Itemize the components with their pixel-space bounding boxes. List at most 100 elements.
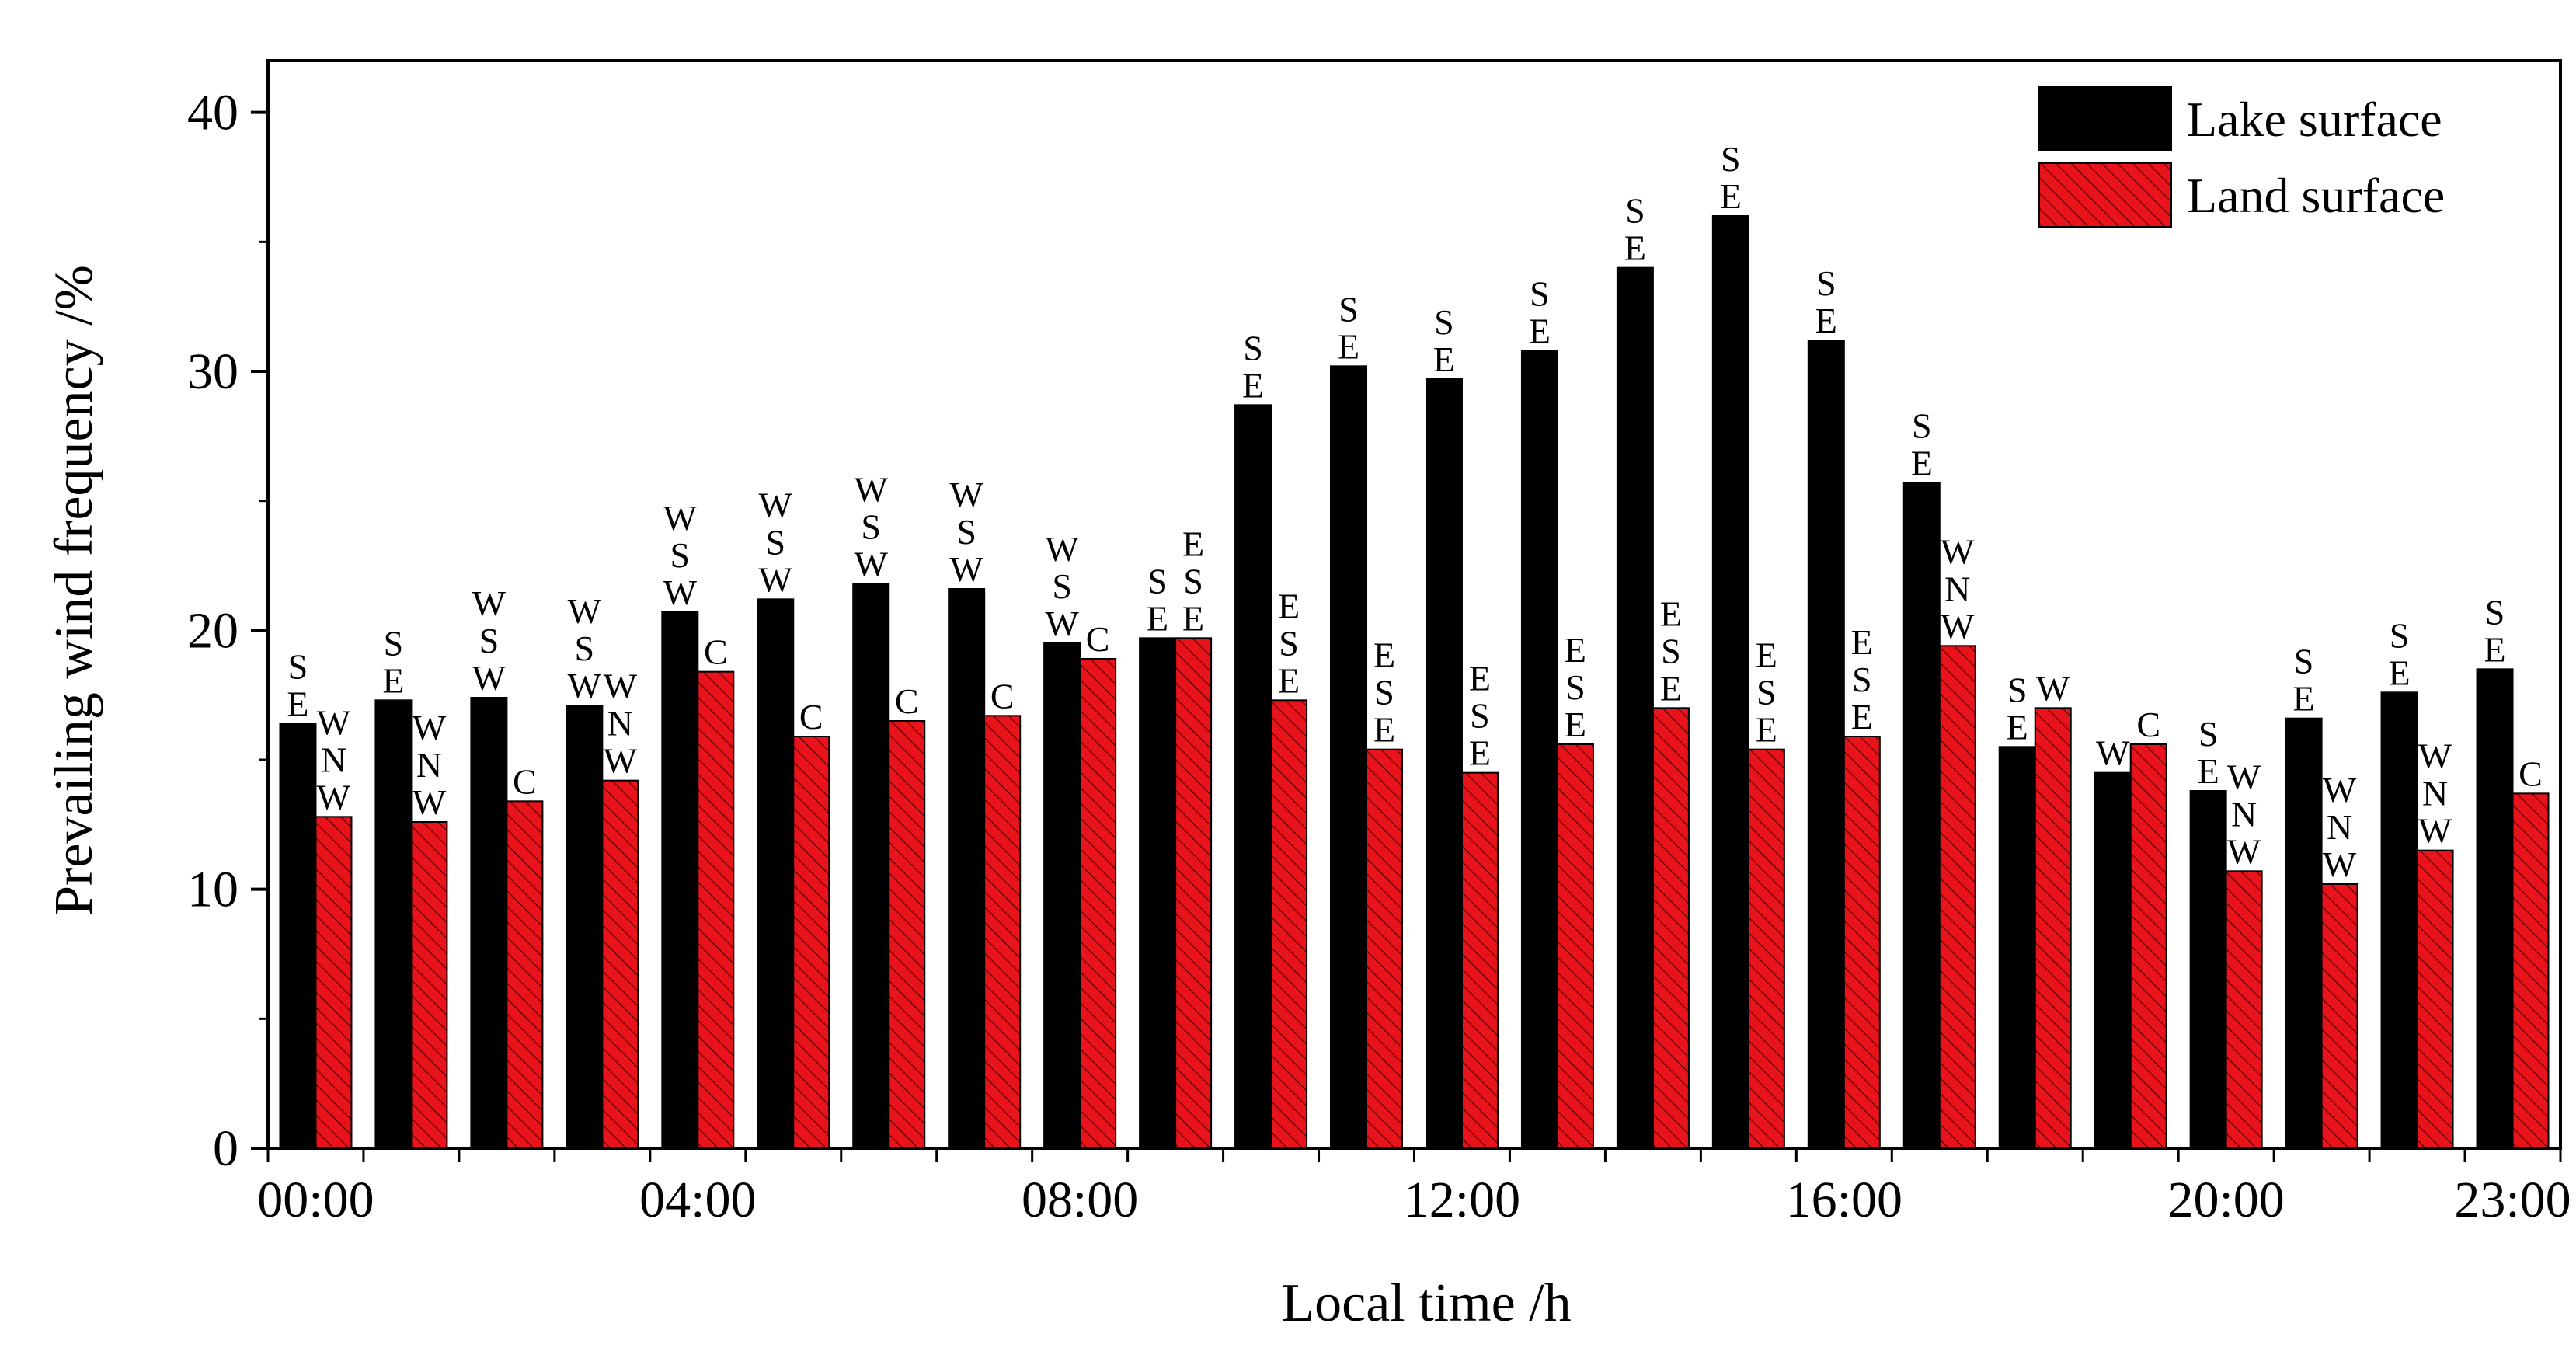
lake-bar [1616, 266, 1654, 1150]
x-tick-label: 16:00 [1786, 1172, 1902, 1228]
land-bar [1460, 771, 1499, 1150]
direction-label: C [1086, 619, 1110, 659]
land-bar [2320, 883, 2358, 1149]
x-tick-label: 23:00 [2454, 1172, 2571, 1228]
lake-bar [1234, 404, 1272, 1149]
land-bar [2225, 870, 2263, 1150]
y-tick-label: 0 [213, 1120, 238, 1177]
land-bar [1175, 637, 1213, 1149]
land-bar [1270, 699, 1308, 1149]
direction-label: C [704, 632, 728, 672]
y-axis-label: Prevailing wind frequency /% [44, 265, 104, 916]
land-bar [1366, 748, 1404, 1149]
land-bar [2034, 707, 2072, 1149]
legend-swatch [2038, 86, 2172, 151]
direction-label: C [799, 697, 823, 736]
land-bar [1652, 707, 1690, 1149]
land-bar [601, 779, 639, 1150]
x-tick-label: 20:00 [2167, 1172, 2284, 1228]
land-bar [983, 715, 1022, 1149]
direction-label: C [990, 676, 1015, 716]
x-tick-label: 12:00 [1404, 1172, 1520, 1228]
lake-bar [1998, 746, 2036, 1149]
lake-bar [1425, 378, 1463, 1149]
lake-bar [948, 588, 986, 1149]
lake-bar [852, 583, 890, 1149]
lake-bar [2094, 771, 2132, 1150]
direction-label: C [2519, 754, 2543, 793]
land-bar [410, 821, 448, 1149]
lake-bar [1043, 642, 1081, 1149]
lake-bar [661, 611, 699, 1149]
lake-bar [1711, 215, 1749, 1149]
land-bar [506, 800, 544, 1150]
land-bar [1938, 645, 1976, 1149]
lake-bar [1139, 637, 1177, 1149]
lake-bar [1330, 365, 1368, 1150]
y-tick-label: 30 [187, 343, 238, 400]
legend-swatch [2038, 162, 2172, 228]
lake-bar [566, 705, 604, 1149]
lake-bar [2189, 790, 2227, 1149]
direction-label: C [895, 681, 919, 721]
y-tick-label: 40 [187, 85, 238, 141]
lake-bar [279, 723, 317, 1149]
x-tick-label: 08:00 [1022, 1172, 1138, 1228]
land-bar [792, 736, 830, 1149]
direction-label: W [2036, 668, 2070, 708]
lake-bar [2476, 668, 2514, 1149]
land-bar [2129, 743, 2167, 1149]
lake-bar [2285, 717, 2323, 1149]
land-bar [2416, 849, 2454, 1149]
x-tick-label: 04:00 [639, 1172, 756, 1228]
x-axis-label: Local time /h [1281, 1273, 1571, 1333]
x-tick-label: 00:00 [257, 1172, 374, 1228]
land-bar [2512, 792, 2550, 1149]
direction-label: W [2096, 733, 2130, 773]
land-bar [1556, 743, 1594, 1149]
lake-bar [2380, 691, 2418, 1149]
land-bar [1747, 748, 1785, 1149]
lake-bar [470, 697, 508, 1149]
plot-area: 0 10 20 30 40 00:00 04:00 08:00 12:00 16:00 20:00 2… [187, 59, 2571, 1228]
lake-bar [1520, 350, 1558, 1149]
direction-label: C [513, 761, 537, 801]
legend-label: Lake surface [2187, 92, 2442, 147]
lake-bar [374, 699, 413, 1149]
y-tick-label: 20 [187, 602, 238, 659]
